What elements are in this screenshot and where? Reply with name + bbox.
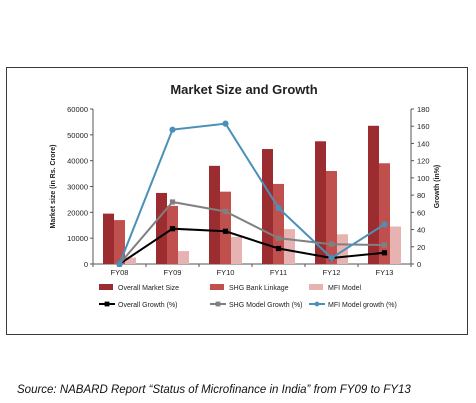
chart-title: Market Size and Growth (170, 82, 317, 97)
y-tick-label: 20000 (67, 208, 88, 217)
point-shg-model-growth (169, 199, 176, 205)
legend-swatch-mfi-model (309, 284, 323, 290)
y2-tick-label: 120 (417, 157, 430, 166)
bar-shg-bank-linkage (114, 220, 125, 264)
point-shg-model-growth (275, 235, 282, 241)
source-report: “Status of Microfinance in India” (148, 384, 311, 396)
bar-shg-bank-linkage (167, 205, 178, 264)
legend-label-shg-bank-linkage: SHG Bank Linkage (229, 285, 289, 292)
legend-swatch-shg-bank-linkage (210, 284, 224, 290)
x-tick-label: FY13 (376, 268, 394, 277)
point-mfi-model-growth (275, 204, 282, 212)
y2-tick-label: 20 (417, 243, 425, 252)
point-overall-growth (275, 245, 282, 252)
y-tick-label: 60000 (67, 105, 88, 114)
legend-label-mfi-model: MFI Model (328, 285, 362, 292)
legend-marker-mfi-model-growth (314, 301, 320, 307)
y-tick-label: 40000 (67, 157, 88, 166)
bar-overall-market-size (103, 213, 114, 264)
legend-label-overall-growth: Overall Growth (%) (118, 302, 178, 309)
bar-mfi-model (231, 236, 242, 264)
bar-overall-market-size (315, 141, 326, 264)
point-mfi-model-growth (222, 120, 229, 127)
point-mfi-model-growth (116, 260, 123, 268)
bar-mfi-model (337, 234, 348, 264)
x-tick-label: FY12 (323, 268, 341, 277)
bar-overall-market-size (262, 149, 273, 264)
y2-tick-label: 40 (417, 226, 425, 235)
point-shg-model-growth (222, 208, 229, 215)
y-axis-title: Market size (in Rs. Crore) (50, 144, 57, 228)
source-prefix: Source: NABARD Report (17, 384, 149, 396)
line-overall-growth (118, 227, 385, 265)
legend-label-mfi-model-growth: MFI Model growth (%) (328, 302, 397, 309)
y-tick-label: 50000 (67, 131, 88, 140)
y2-tick-label: 140 (417, 139, 430, 148)
y2-tick-label: 0 (417, 260, 421, 269)
bar-mfi-model (178, 251, 189, 264)
y2-tick-label: 60 (417, 208, 425, 217)
bar-overall-market-size (368, 125, 379, 264)
y2-tick-label: 100 (417, 174, 430, 183)
legend-swatch-overall-market-size (99, 284, 113, 290)
bar-mfi-model (125, 257, 136, 264)
bar-mfi-model (284, 229, 295, 264)
bar-shg-bank-linkage (273, 183, 284, 264)
bar-shg-bank-linkage (326, 171, 337, 264)
point-mfi-model-growth (169, 126, 176, 133)
bar-mfi-model (390, 226, 401, 264)
y-tick-label: 30000 (67, 183, 88, 192)
chart-frame: Market Size and Growth 0 10000 20000 30000 4… (6, 67, 468, 396)
bar-overall-market-size (156, 192, 167, 264)
bar-overall-market-size (209, 165, 220, 264)
x-tick-label: FY11 (270, 268, 287, 277)
y-tick-label: 0 (84, 260, 88, 269)
y2-tick-label: 180 (417, 105, 430, 114)
point-overall-growth (169, 226, 176, 232)
y2-axis-title: Growth (in%) (434, 165, 441, 209)
line-shg-model-growth (118, 200, 385, 265)
legend-label-overall-market-size: Overall Market Size (118, 285, 179, 292)
bar-shg-bank-linkage (379, 163, 390, 264)
point-mfi-model-growth (381, 221, 388, 228)
x-tick-label: FY09 (164, 268, 182, 277)
x-tick-label: FY10 (217, 268, 235, 277)
source-suffix: from FY09 to FY13 (310, 384, 411, 396)
legend-marker-shg-model-growth (215, 301, 221, 307)
chart: Market Size and Growth 0 10000 20000 30000 4… (50, 82, 441, 309)
legend-marker-overall-growth (104, 301, 110, 307)
bar-shg-bank-linkage (220, 191, 231, 264)
plot-area: 0 10000 20000 30000 40000 50000 60000 0 20 40 60 80… (50, 105, 441, 309)
point-overall-growth (381, 250, 388, 256)
y2-tick-label: 80 (417, 191, 425, 200)
y2-tick-label: 160 (417, 122, 430, 131)
y-tick-label: 10000 (67, 234, 88, 243)
point-shg-model-growth (381, 242, 388, 248)
legend-label-shg-model-growth: SHG Model Growth (%) (229, 302, 303, 309)
point-shg-model-growth (328, 241, 335, 247)
line-mfi-model-growth (118, 122, 386, 265)
x-tick-label: FY08 (111, 268, 129, 277)
point-overall-growth (222, 228, 229, 234)
point-mfi-model-growth (328, 254, 335, 262)
source-note: Source: NABARD Report “Status of Microfi… (17, 384, 473, 396)
